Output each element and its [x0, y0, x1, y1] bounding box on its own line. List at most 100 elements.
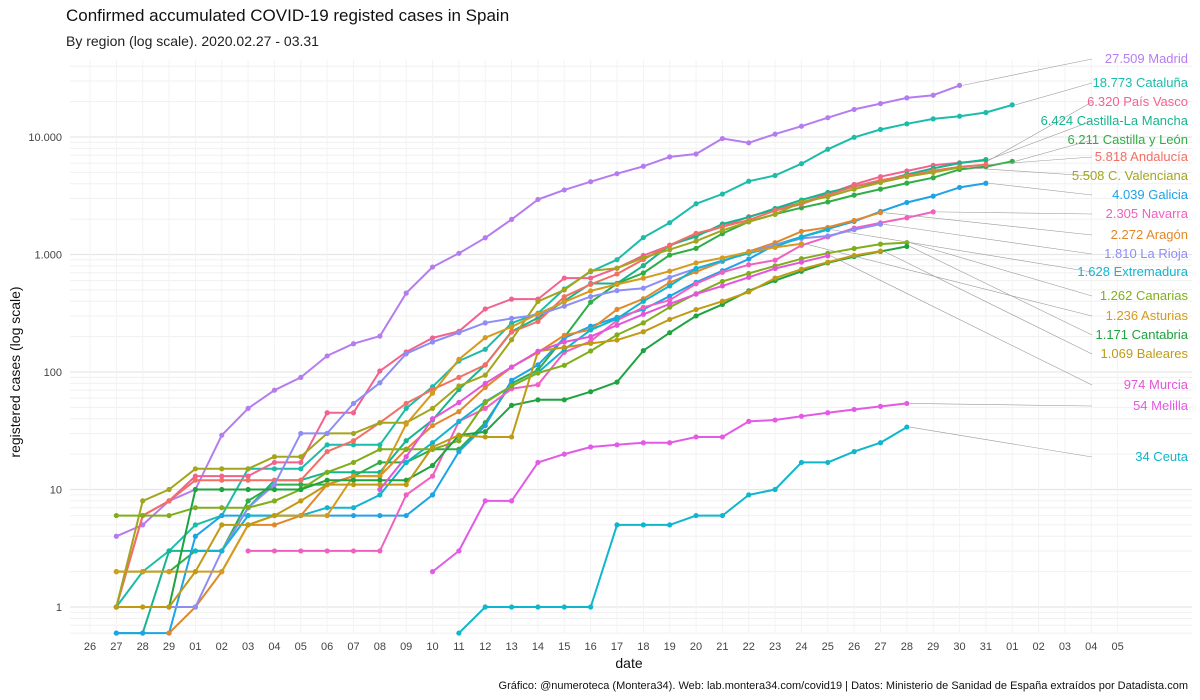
data-point — [825, 194, 831, 200]
data-point — [983, 156, 989, 163]
data-point — [429, 390, 436, 396]
data-point — [588, 179, 594, 185]
data-point — [904, 95, 910, 101]
data-point — [746, 418, 752, 424]
data-point — [219, 486, 225, 493]
data-point — [719, 224, 726, 230]
series-label: 6.211 Castilla y León — [1068, 132, 1188, 147]
data-point — [324, 410, 330, 416]
data-point — [456, 250, 462, 256]
data-point — [588, 334, 594, 340]
data-point — [746, 178, 752, 184]
data-point — [772, 486, 778, 493]
data-point — [140, 630, 146, 636]
x-tick-label: 04 — [268, 641, 280, 653]
data-point — [482, 372, 488, 378]
series-label: 4.039 Galicia — [1112, 187, 1189, 202]
data-point — [614, 379, 620, 385]
data-point — [719, 512, 726, 519]
data-point — [640, 348, 646, 354]
data-point — [825, 253, 831, 259]
data-point — [509, 498, 515, 504]
data-point — [772, 257, 778, 263]
x-tick-label: 13 — [505, 641, 517, 653]
data-point — [746, 249, 752, 255]
label-leader — [962, 167, 1093, 177]
data-point — [719, 135, 726, 142]
data-point — [825, 199, 831, 205]
y-axis: 1 10 100 1.000 10.000 — [28, 132, 62, 614]
data-point — [798, 205, 805, 211]
data-point — [535, 298, 541, 304]
data-point — [825, 115, 831, 121]
x-tick-label: 14 — [532, 641, 544, 653]
data-point — [904, 180, 910, 186]
data-point — [219, 548, 225, 554]
data-point — [719, 298, 726, 304]
data-point — [667, 247, 673, 253]
data-point — [693, 281, 699, 287]
data-point — [403, 512, 409, 519]
series-ceuta — [456, 424, 910, 636]
data-point — [667, 242, 673, 248]
data-point — [245, 473, 251, 479]
series-melilla — [429, 400, 910, 575]
data-point — [509, 216, 515, 222]
data-point — [429, 462, 436, 469]
data-point — [377, 459, 383, 466]
series-label: 1.069 Baleares — [1101, 346, 1189, 361]
data-point — [219, 466, 225, 472]
x-tick-label: 29 — [927, 641, 939, 653]
series-label: 27.509 Madrid — [1105, 51, 1188, 66]
data-point — [219, 569, 225, 575]
data-point — [271, 466, 278, 472]
data-point — [561, 275, 567, 281]
data-point — [403, 459, 409, 466]
data-point — [298, 512, 304, 519]
label-leader — [883, 250, 1093, 355]
data-point — [192, 522, 198, 528]
series-label: 34 Ceuta — [1135, 449, 1189, 464]
data-point — [693, 306, 699, 313]
data-point — [719, 191, 726, 197]
data-point — [561, 294, 567, 300]
data-point — [614, 306, 620, 313]
data-point — [271, 387, 278, 393]
data-point — [192, 548, 198, 554]
data-point — [640, 270, 646, 276]
data-point — [588, 294, 594, 300]
x-tick-label: 16 — [585, 641, 597, 653]
x-tick-label: 27 — [110, 641, 122, 653]
data-point — [245, 548, 251, 554]
data-point — [377, 492, 383, 498]
data-point — [377, 486, 383, 493]
data-point — [350, 512, 357, 519]
x-tick-label: 29 — [163, 641, 175, 653]
data-point — [640, 285, 646, 291]
data-point — [667, 252, 673, 258]
data-point — [851, 449, 857, 455]
y-tick-label: 10 — [50, 485, 62, 497]
data-point — [825, 410, 831, 416]
x-tick-label: 15 — [558, 641, 570, 653]
data-point — [456, 630, 462, 636]
data-point — [298, 498, 304, 504]
series-label: 2.305 Navarra — [1106, 206, 1189, 221]
x-tick-label: 02 — [1032, 641, 1044, 653]
data-point — [324, 449, 330, 455]
data-point — [509, 337, 515, 343]
data-point — [798, 241, 805, 247]
data-point — [324, 469, 330, 475]
data-point — [877, 179, 884, 186]
data-point — [877, 241, 884, 247]
y-axis-label: registered cases (log scale) — [7, 286, 23, 457]
data-point — [904, 400, 910, 407]
data-point — [482, 362, 488, 368]
x-tick-label: 18 — [637, 641, 649, 653]
data-point — [798, 228, 805, 234]
label-leader — [1015, 139, 1093, 162]
data-point — [166, 630, 172, 636]
data-point — [324, 353, 330, 359]
data-point — [271, 522, 278, 528]
data-point — [456, 438, 462, 444]
